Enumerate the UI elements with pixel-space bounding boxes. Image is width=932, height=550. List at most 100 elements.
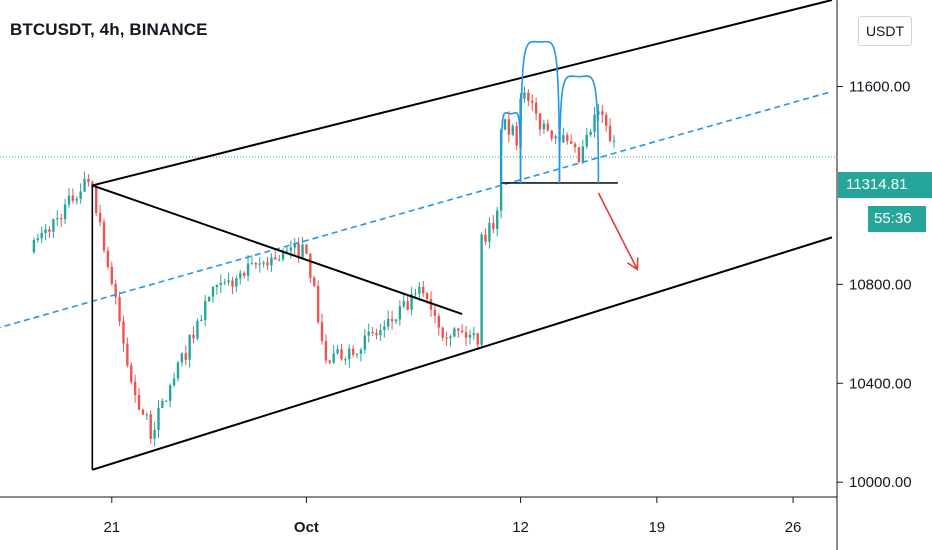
candle	[277, 254, 281, 262]
candle	[235, 275, 238, 292]
candle	[410, 287, 413, 316]
candle	[52, 218, 55, 238]
candle	[36, 233, 40, 243]
candle	[546, 119, 550, 132]
candle	[597, 103, 600, 122]
candle	[301, 236, 304, 259]
candle	[118, 291, 121, 327]
head-arc[interactable]	[519, 40, 561, 183]
candle	[223, 278, 226, 286]
candle	[344, 356, 347, 365]
candle	[250, 255, 254, 266]
candle	[550, 129, 553, 142]
candle	[83, 171, 86, 192]
candle	[309, 253, 312, 283]
candle	[612, 135, 616, 149]
candle	[137, 387, 141, 411]
candle	[437, 313, 441, 336]
candle	[340, 343, 343, 361]
candle	[242, 271, 246, 279]
candle	[351, 345, 355, 358]
candle	[585, 127, 588, 150]
candle	[449, 334, 452, 347]
candle	[433, 303, 437, 324]
candle	[297, 237, 300, 264]
candle	[262, 260, 265, 268]
candle	[258, 256, 261, 273]
candle	[98, 204, 102, 227]
candle	[453, 326, 456, 338]
candle	[165, 400, 168, 402]
candle	[472, 326, 476, 341]
candle	[71, 188, 75, 204]
candle	[133, 374, 137, 403]
candle	[285, 246, 289, 252]
candle	[196, 318, 199, 341]
candle	[161, 398, 164, 408]
candle	[215, 284, 219, 295]
shoulder-arc[interactable]	[558, 75, 600, 183]
candle	[110, 261, 113, 286]
candle	[211, 285, 215, 303]
candle	[554, 134, 557, 145]
candle	[313, 276, 316, 288]
candle	[363, 328, 367, 354]
price-axis: 10000.00 10400.00 10800.00 11600.00	[836, 0, 912, 550]
candle	[40, 226, 43, 244]
candle	[355, 353, 359, 359]
shoulder-arc[interactable]	[500, 111, 522, 183]
candle	[231, 276, 234, 295]
candle	[126, 337, 129, 368]
candle	[180, 352, 184, 367]
candle	[476, 332, 479, 350]
candle	[48, 225, 51, 239]
candle	[56, 210, 59, 227]
currency-button[interactable]: USDT	[858, 16, 912, 46]
candle	[157, 400, 160, 438]
chart-drawings	[0, 0, 837, 471]
candle	[398, 300, 402, 326]
channel-lower-line[interactable]	[92, 236, 833, 471]
candle	[59, 213, 63, 228]
candle	[176, 360, 180, 382]
candle	[328, 359, 331, 365]
candle	[577, 146, 581, 164]
candle	[386, 310, 390, 331]
candle	[192, 326, 195, 344]
candle	[511, 123, 514, 137]
candle	[531, 94, 534, 112]
candle	[593, 107, 596, 138]
time-axis: 21 Oct 12 19 26	[0, 496, 837, 536]
candle	[390, 310, 394, 330]
candle	[402, 294, 405, 309]
candle	[239, 269, 242, 285]
candle	[32, 237, 36, 255]
candle	[44, 223, 47, 241]
candle	[414, 288, 417, 298]
candle	[371, 326, 374, 336]
candle	[293, 237, 296, 256]
candle	[149, 410, 152, 445]
triangle-upper-line[interactable]	[91, 184, 463, 315]
channel-upper-line[interactable]	[92, 0, 833, 187]
candle	[246, 254, 250, 282]
breakdown-arrow[interactable]	[597, 192, 639, 272]
bar-countdown-label: 55:36	[868, 206, 926, 232]
candle	[496, 206, 499, 237]
candle	[320, 313, 324, 345]
candle	[270, 252, 273, 272]
candle	[460, 324, 464, 334]
candle	[348, 344, 351, 368]
candle	[359, 347, 363, 362]
candle	[305, 243, 308, 255]
candle	[445, 331, 448, 346]
candle	[184, 345, 187, 366]
channel-midline[interactable]	[0, 90, 833, 329]
candle	[480, 232, 483, 302]
candle	[141, 408, 145, 416]
candle	[589, 129, 592, 137]
candle	[503, 118, 507, 131]
price-tick-label: 10400.00	[849, 375, 912, 392]
candle	[605, 112, 608, 132]
